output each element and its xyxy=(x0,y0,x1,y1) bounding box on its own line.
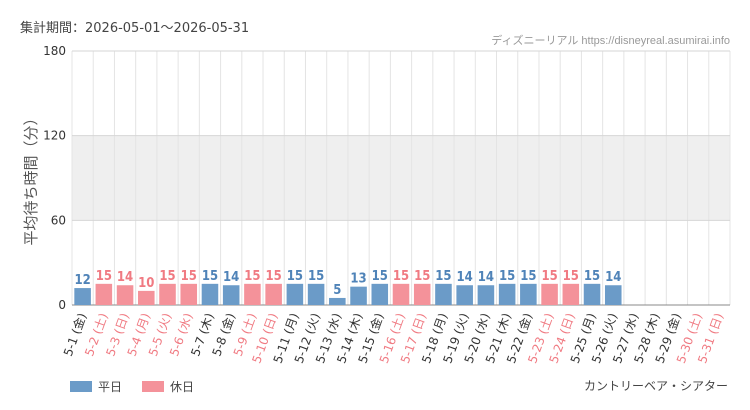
bar xyxy=(392,283,410,305)
data-label: 14 xyxy=(223,270,239,285)
data-label: 14 xyxy=(117,270,133,285)
data-label: 15 xyxy=(266,269,282,284)
y-tick-label: 60 xyxy=(51,213,66,227)
data-label: 15 xyxy=(541,269,557,284)
data-label: 15 xyxy=(520,269,536,284)
bar xyxy=(604,285,622,305)
bar xyxy=(286,283,304,305)
bar xyxy=(222,285,240,305)
source-credit: ディズニーリアル https://disneyreal.asumirai.inf… xyxy=(491,35,730,47)
legend-item-weekday: 平日 xyxy=(70,378,122,395)
bar xyxy=(159,283,176,305)
period-label: 集計期間：2026-05-01～2026-05-31 xyxy=(20,21,250,36)
bar xyxy=(562,283,580,305)
bar xyxy=(307,283,325,305)
data-label: 10 xyxy=(138,276,154,291)
bar xyxy=(180,283,198,305)
bar xyxy=(74,288,91,305)
data-label: 15 xyxy=(202,269,218,284)
facility-name: カントリーベア・シアター xyxy=(583,379,728,393)
bar xyxy=(201,283,219,305)
legend-item-holiday: 休日 xyxy=(142,378,194,395)
y-tick-label: 180 xyxy=(43,44,66,58)
legend-label-weekday: 平日 xyxy=(98,380,123,394)
bar xyxy=(477,285,495,305)
legend-swatch-holiday xyxy=(142,381,165,392)
bar xyxy=(498,283,516,305)
bar xyxy=(413,283,431,305)
bar xyxy=(456,285,473,305)
bar xyxy=(244,283,261,305)
data-label: 12 xyxy=(74,273,90,288)
data-label: 15 xyxy=(584,269,600,284)
bar xyxy=(541,283,558,305)
legend-swatch-weekday xyxy=(70,381,92,392)
bar xyxy=(265,283,282,305)
bar xyxy=(138,290,155,305)
data-label: 14 xyxy=(605,270,621,285)
y-axis-label: 平均待ち時間（分） xyxy=(22,110,40,245)
data-label: 15 xyxy=(244,269,260,284)
bar xyxy=(350,286,367,305)
bar xyxy=(520,283,537,305)
bar xyxy=(371,283,389,305)
y-tick-label: 0 xyxy=(58,298,66,312)
data-label: 15 xyxy=(181,269,197,284)
data-label: 15 xyxy=(435,269,451,284)
bar xyxy=(95,283,113,305)
data-label: 15 xyxy=(372,269,388,284)
data-label: 15 xyxy=(308,269,324,284)
plot-band xyxy=(72,135,730,221)
bar xyxy=(329,297,346,305)
data-label: 14 xyxy=(457,270,473,285)
data-label: 5 xyxy=(333,283,341,298)
data-label: 15 xyxy=(499,269,515,284)
data-label: 15 xyxy=(563,269,579,284)
y-tick-label: 120 xyxy=(43,129,66,143)
legend: 平日 休日 xyxy=(70,378,214,395)
bar xyxy=(583,283,601,305)
bar xyxy=(435,283,452,305)
data-label: 14 xyxy=(478,270,494,285)
data-label: 15 xyxy=(287,269,303,284)
bar xyxy=(116,285,134,305)
data-label: 15 xyxy=(96,269,112,284)
legend-label-holiday: 休日 xyxy=(170,380,195,394)
data-label: 15 xyxy=(159,269,175,284)
data-label: 15 xyxy=(393,269,409,284)
data-label: 13 xyxy=(350,272,366,287)
data-label: 15 xyxy=(414,269,430,284)
